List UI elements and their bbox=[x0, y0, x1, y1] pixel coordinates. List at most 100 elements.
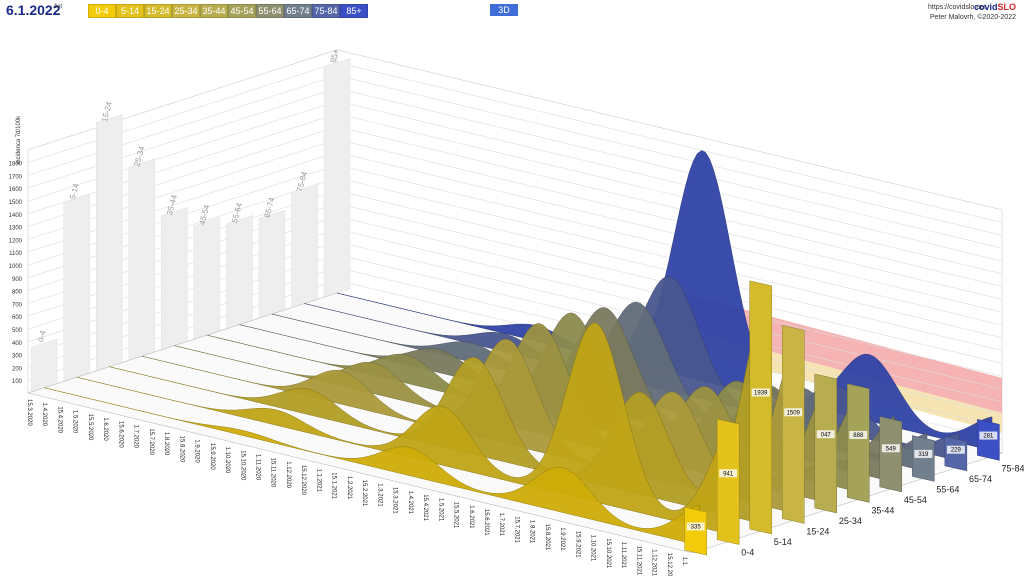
value-label-85+: 281 bbox=[983, 434, 994, 440]
value-box-25-34 bbox=[784, 408, 803, 417]
date-label-7: 1.7.2020 bbox=[133, 425, 139, 449]
ytick-label-200: 200 bbox=[12, 366, 23, 372]
date-label-5: 1.6.2020 bbox=[102, 417, 108, 441]
age-button-85plus[interactable]: 85+ bbox=[340, 4, 368, 18]
age-button-5-14[interactable]: 5-14 bbox=[116, 4, 144, 18]
date-label-27: 1.5.2021 bbox=[437, 498, 443, 522]
date-label-33: 1.8.2021 bbox=[529, 520, 535, 544]
date-label-24: 15.3.2021 bbox=[392, 487, 398, 514]
group-label-25-34: 25-34 bbox=[839, 516, 862, 526]
date-label-18: 15.12.2020 bbox=[300, 465, 306, 496]
age-button-45-54[interactable]: 45-54 bbox=[228, 4, 256, 18]
age-button-0-4[interactable]: 0-4 bbox=[88, 4, 116, 18]
ghost-bar-65-74 bbox=[258, 209, 286, 319]
ridge-0-4 bbox=[43, 387, 700, 546]
ghost-bar-55-64 bbox=[226, 215, 253, 330]
back-gridline-1600 bbox=[336, 87, 1003, 249]
group-label-35-44: 35-44 bbox=[871, 506, 894, 516]
date-label-20: 15.1.2021 bbox=[331, 472, 337, 499]
group-label-45-54: 45-54 bbox=[904, 495, 927, 505]
value-label-55-64: 549 bbox=[886, 446, 897, 452]
value-box-65-74 bbox=[914, 449, 933, 458]
ytick-label-1600: 1600 bbox=[9, 187, 23, 193]
date-label-17: 1.12.2020 bbox=[285, 461, 291, 488]
mode-3d-button[interactable]: 3D bbox=[490, 4, 518, 16]
value-box-55-64 bbox=[881, 444, 900, 453]
weekday-label: čet bbox=[54, 4, 63, 10]
front-bar-85+ bbox=[977, 419, 1000, 461]
y-axis-label: incidenca 7d/100k bbox=[16, 115, 22, 164]
ghost-label-5-14: 5-14 bbox=[68, 182, 81, 200]
value-label-15-24: 1939 bbox=[754, 391, 768, 397]
ytick-label-700: 700 bbox=[12, 302, 23, 308]
date-label-39: 1.11.2021 bbox=[620, 542, 626, 569]
age-button-55-64[interactable]: 55-64 bbox=[256, 4, 284, 18]
ghost-bar-35-44 bbox=[161, 207, 188, 351]
value-label-45-54: 888 bbox=[853, 433, 864, 439]
front-bar-0-4 bbox=[684, 506, 707, 556]
back-gridline-1700 bbox=[336, 75, 1003, 236]
front-bar-55-64 bbox=[879, 416, 903, 493]
date-label-38: 15.10.2021 bbox=[605, 538, 611, 569]
value-box-0-4 bbox=[686, 522, 705, 531]
date-label-9: 1.8.2020 bbox=[163, 432, 169, 456]
age-button-35-44[interactable]: 35-44 bbox=[200, 4, 228, 18]
top-bar: 6.1.2022 čet 0-4 5-14 15-24 25-34 35-44 45-54… bbox=[0, 0, 1024, 22]
date-label-3: 1.5.2020 bbox=[72, 410, 78, 434]
group-label-5-14: 5-14 bbox=[774, 537, 792, 547]
front-bar-5-14 bbox=[716, 418, 740, 545]
date-label-34: 15.8.2021 bbox=[544, 524, 550, 551]
brand-slo: SLO bbox=[997, 2, 1016, 12]
date-label-25: 1.4.2021 bbox=[407, 491, 413, 515]
date-label-22: 15.2.2021 bbox=[361, 480, 367, 507]
date-label-11: 1.9.2020 bbox=[194, 439, 200, 463]
group-label-0-4: 0-4 bbox=[741, 548, 754, 558]
date-label-37: 1.10.2021 bbox=[590, 535, 596, 562]
left-gridline-1600 bbox=[27, 87, 338, 189]
ytick-label-1000: 1000 bbox=[9, 264, 23, 270]
date-label-10: 15.8.2020 bbox=[178, 436, 184, 463]
value-label-25-34: 1509 bbox=[787, 410, 801, 416]
ghost-label-0-4: 0-4 bbox=[36, 329, 48, 343]
value-box-5-14 bbox=[719, 469, 738, 478]
date-label-19: 1.1.2021 bbox=[315, 469, 321, 493]
age-button-75-84[interactable]: 75-84 bbox=[312, 4, 340, 18]
date-label-2: 15.4.2020 bbox=[56, 406, 62, 433]
date-label-21: 1.2.2021 bbox=[346, 476, 352, 500]
group-label-55-64: 55-64 bbox=[936, 485, 959, 495]
date-label-15: 1.11.2020 bbox=[254, 454, 260, 481]
date-label-36: 15.9.2021 bbox=[574, 531, 580, 558]
brand-logo: covidSLO bbox=[974, 2, 1016, 12]
left-gridline-1700 bbox=[27, 75, 338, 176]
date-label-28: 15.5.2021 bbox=[453, 502, 459, 529]
ytick-label-1800: 1800 bbox=[9, 162, 23, 168]
ytick-label-1200: 1200 bbox=[9, 238, 23, 244]
date-label-14: 15.10.2020 bbox=[239, 450, 245, 481]
front-bar-25-34 bbox=[781, 325, 805, 524]
date-label-35: 1.9.2021 bbox=[559, 527, 565, 551]
ytick-label-400: 400 bbox=[12, 341, 23, 347]
ghost-bar-25-34 bbox=[128, 158, 156, 361]
left-gridline-1800 bbox=[27, 62, 338, 163]
group-label-65-74: 65-74 bbox=[969, 474, 992, 484]
ytick-label-1300: 1300 bbox=[9, 226, 23, 232]
value-label-0-4: 335 bbox=[691, 524, 702, 530]
ytick-label-1100: 1100 bbox=[9, 251, 23, 257]
site-url[interactable]: https://covidslo.net bbox=[928, 4, 986, 11]
date-label-32: 15.7.2021 bbox=[513, 516, 519, 543]
date-label-41: 1.12.2021 bbox=[651, 549, 657, 576]
date-label-13: 1.10.2020 bbox=[224, 447, 230, 474]
age-button-65-74[interactable]: 65-74 bbox=[284, 4, 312, 18]
ghost-bar-15-24 bbox=[96, 113, 123, 372]
age-button-15-24[interactable]: 15-24 bbox=[144, 4, 172, 18]
back-gridline-1500 bbox=[336, 100, 1003, 262]
value-box-75-84 bbox=[946, 445, 965, 454]
value-label-5-14: 941 bbox=[723, 471, 734, 477]
ytick-label-1400: 1400 bbox=[9, 213, 23, 219]
date-label-12: 15.9.2020 bbox=[209, 443, 215, 470]
ytick-label-100: 100 bbox=[12, 379, 23, 385]
back-gridline-1400 bbox=[336, 113, 1003, 275]
value-box-15-24 bbox=[751, 388, 770, 397]
age-button-25-34[interactable]: 25-34 bbox=[172, 4, 200, 18]
